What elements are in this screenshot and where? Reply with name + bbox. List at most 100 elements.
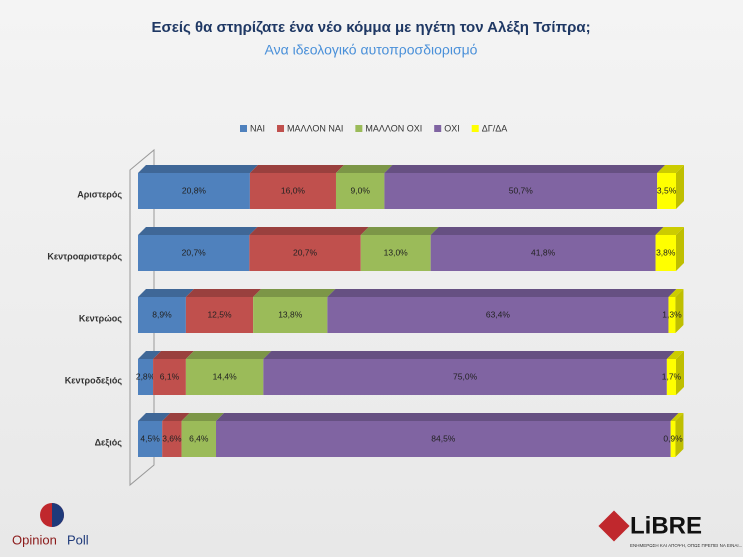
bar-top — [263, 351, 675, 359]
legend-swatch — [471, 125, 479, 132]
value-label: 13,0% — [384, 247, 409, 257]
value-label: 20,7% — [293, 247, 318, 257]
bar-top — [430, 227, 664, 235]
y-tick-label: Κεντροδεξιός — [65, 375, 123, 385]
bar-side — [676, 351, 684, 395]
y-tick-label: Κεντροαριστερός — [47, 251, 122, 261]
bar — [153, 359, 186, 395]
bar-top — [181, 413, 225, 421]
value-label: 0,9% — [663, 433, 683, 443]
value-label: 14,4% — [213, 371, 238, 381]
bar — [655, 235, 676, 271]
bar-top — [666, 351, 684, 359]
bar — [185, 359, 264, 395]
bar-top — [138, 413, 171, 421]
value-label: 1,7% — [662, 371, 682, 381]
value-label: 8,9% — [152, 309, 172, 319]
logo-text: LiBRE — [630, 512, 702, 539]
bar — [138, 421, 163, 457]
value-label: 13,8% — [278, 309, 303, 319]
bar — [138, 359, 154, 395]
bar-top — [327, 289, 677, 297]
logo-text: Opinion — [12, 532, 57, 547]
bar — [430, 235, 656, 271]
bar — [668, 297, 676, 333]
value-label: 3,8% — [656, 247, 676, 257]
bar — [138, 235, 250, 271]
y-tick-label: Δεξιός — [95, 437, 123, 447]
bar-side — [676, 227, 684, 271]
bar-top — [138, 165, 258, 173]
bar — [249, 173, 336, 209]
value-label: 4,5% — [140, 433, 160, 443]
bar — [138, 297, 186, 333]
bar — [253, 297, 328, 333]
bar-top — [249, 165, 344, 173]
legend-swatch — [355, 125, 363, 132]
bar-top — [335, 165, 393, 173]
legend-label: ΝΑΙ — [250, 123, 265, 133]
bar — [670, 421, 676, 457]
value-label: 12,5% — [207, 309, 232, 319]
y-tick-label: Αριστερός — [77, 189, 122, 199]
bar-top — [657, 165, 684, 173]
logo-half — [52, 503, 64, 527]
bar-top — [360, 227, 439, 235]
bar-top — [138, 227, 258, 235]
bar-top — [185, 289, 262, 297]
bar-top — [138, 351, 162, 359]
bar-top — [138, 289, 194, 297]
value-label: 63,4% — [486, 309, 511, 319]
legend-swatch — [240, 125, 247, 132]
bar — [657, 173, 676, 209]
bar-side — [676, 165, 684, 209]
opinionpoll-logo: Opinion Poll — [12, 503, 89, 547]
value-label: 75,0% — [453, 371, 478, 381]
value-label: 9,0% — [351, 185, 371, 195]
value-label: 84,5% — [431, 433, 456, 443]
bar — [263, 359, 667, 395]
legend-label: ΔΓ/ΔΑ — [482, 123, 507, 133]
bar — [138, 173, 250, 209]
legend-swatch — [277, 125, 285, 132]
value-label: 41,8% — [531, 247, 556, 257]
value-label: 16,0% — [281, 185, 306, 195]
bar-top — [253, 289, 336, 297]
bar — [216, 421, 671, 457]
bar — [666, 359, 676, 395]
bar-top — [384, 165, 666, 173]
bar-top — [670, 413, 684, 421]
value-label: 20,7% — [182, 247, 207, 257]
bar-top — [162, 413, 190, 421]
legend-swatch — [434, 125, 442, 132]
bar-side — [675, 413, 684, 457]
bar — [327, 297, 669, 333]
chart-title: Εσείς θα στηρίζατε ένα νέο κόμμα με ηγέτ… — [151, 19, 590, 36]
legend-label: ΜΑΛΛΟΝ ΝΑΙ — [287, 123, 343, 133]
value-label: 6,4% — [189, 433, 209, 443]
bar — [384, 173, 658, 209]
legend-label: ΜΑΛΛΟΝ ΟΧΙ — [365, 123, 422, 133]
bar — [249, 235, 361, 271]
bar — [335, 173, 385, 209]
bar-side — [675, 289, 684, 333]
chart-subtitle: Ανα ιδεολογικό αυτοπροσδιορισμό — [265, 42, 478, 58]
value-label: 3,6% — [162, 433, 182, 443]
bar-top — [249, 227, 369, 235]
value-label: 6,1% — [160, 371, 180, 381]
bar-top — [668, 289, 684, 297]
bar-top — [216, 413, 679, 421]
bar — [185, 297, 254, 333]
bar — [162, 421, 182, 457]
value-label: 20,8% — [182, 185, 207, 195]
y-tick-label: Κεντρώος — [79, 313, 122, 323]
value-label: 1,3% — [662, 309, 682, 319]
logo-text: Poll — [67, 532, 89, 547]
legend-label: ΟΧΙ — [444, 123, 460, 133]
value-label: 2,8% — [136, 371, 156, 381]
value-label: 3,5% — [657, 185, 677, 195]
value-label: 50,7% — [509, 185, 534, 195]
bar-top — [153, 351, 194, 359]
